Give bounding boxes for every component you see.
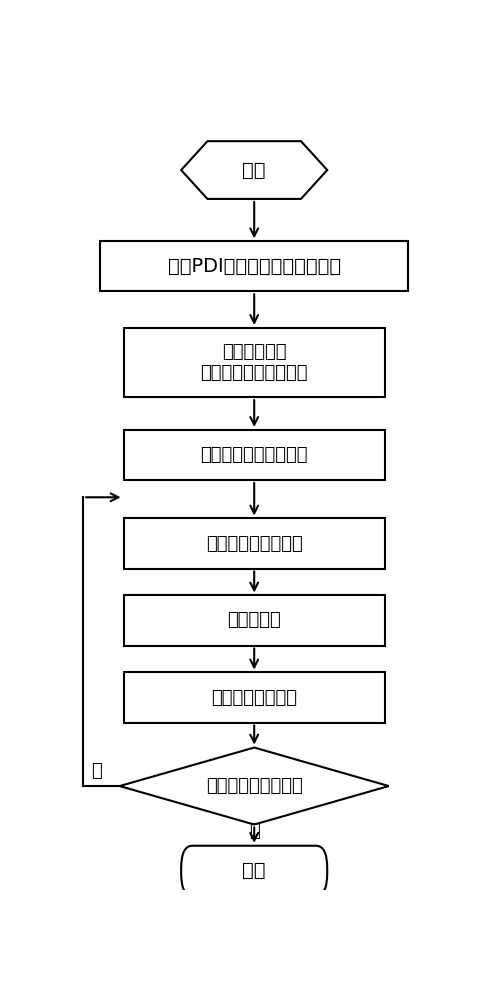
FancyBboxPatch shape: [181, 846, 327, 896]
Text: 结束: 结束: [243, 861, 266, 880]
Text: 否: 否: [91, 762, 102, 780]
FancyBboxPatch shape: [124, 595, 385, 646]
Text: 读取PDI数据、设备和模型常数: 读取PDI数据、设备和模型常数: [168, 257, 341, 276]
Text: 满足目标温度范围？: 满足目标温度范围？: [206, 777, 303, 795]
Text: 计算卷取入口温度: 计算卷取入口温度: [211, 688, 297, 706]
Text: 确定各组对流换热系数: 确定各组对流换热系数: [200, 446, 308, 464]
Text: 是: 是: [249, 822, 259, 840]
FancyBboxPatch shape: [124, 328, 385, 397]
Text: 确定温降对应总流量: 确定温降对应总流量: [206, 534, 303, 552]
FancyBboxPatch shape: [124, 672, 385, 723]
FancyBboxPatch shape: [124, 430, 385, 480]
Polygon shape: [181, 141, 327, 199]
FancyBboxPatch shape: [100, 241, 408, 291]
FancyBboxPatch shape: [124, 518, 385, 569]
Polygon shape: [120, 748, 389, 825]
Text: 确定开阀数: 确定开阀数: [227, 611, 281, 630]
Text: 起始阀确定，
读取集管组流量给定值: 起始阀确定， 读取集管组流量给定值: [200, 343, 308, 382]
Text: 开始: 开始: [243, 161, 266, 180]
